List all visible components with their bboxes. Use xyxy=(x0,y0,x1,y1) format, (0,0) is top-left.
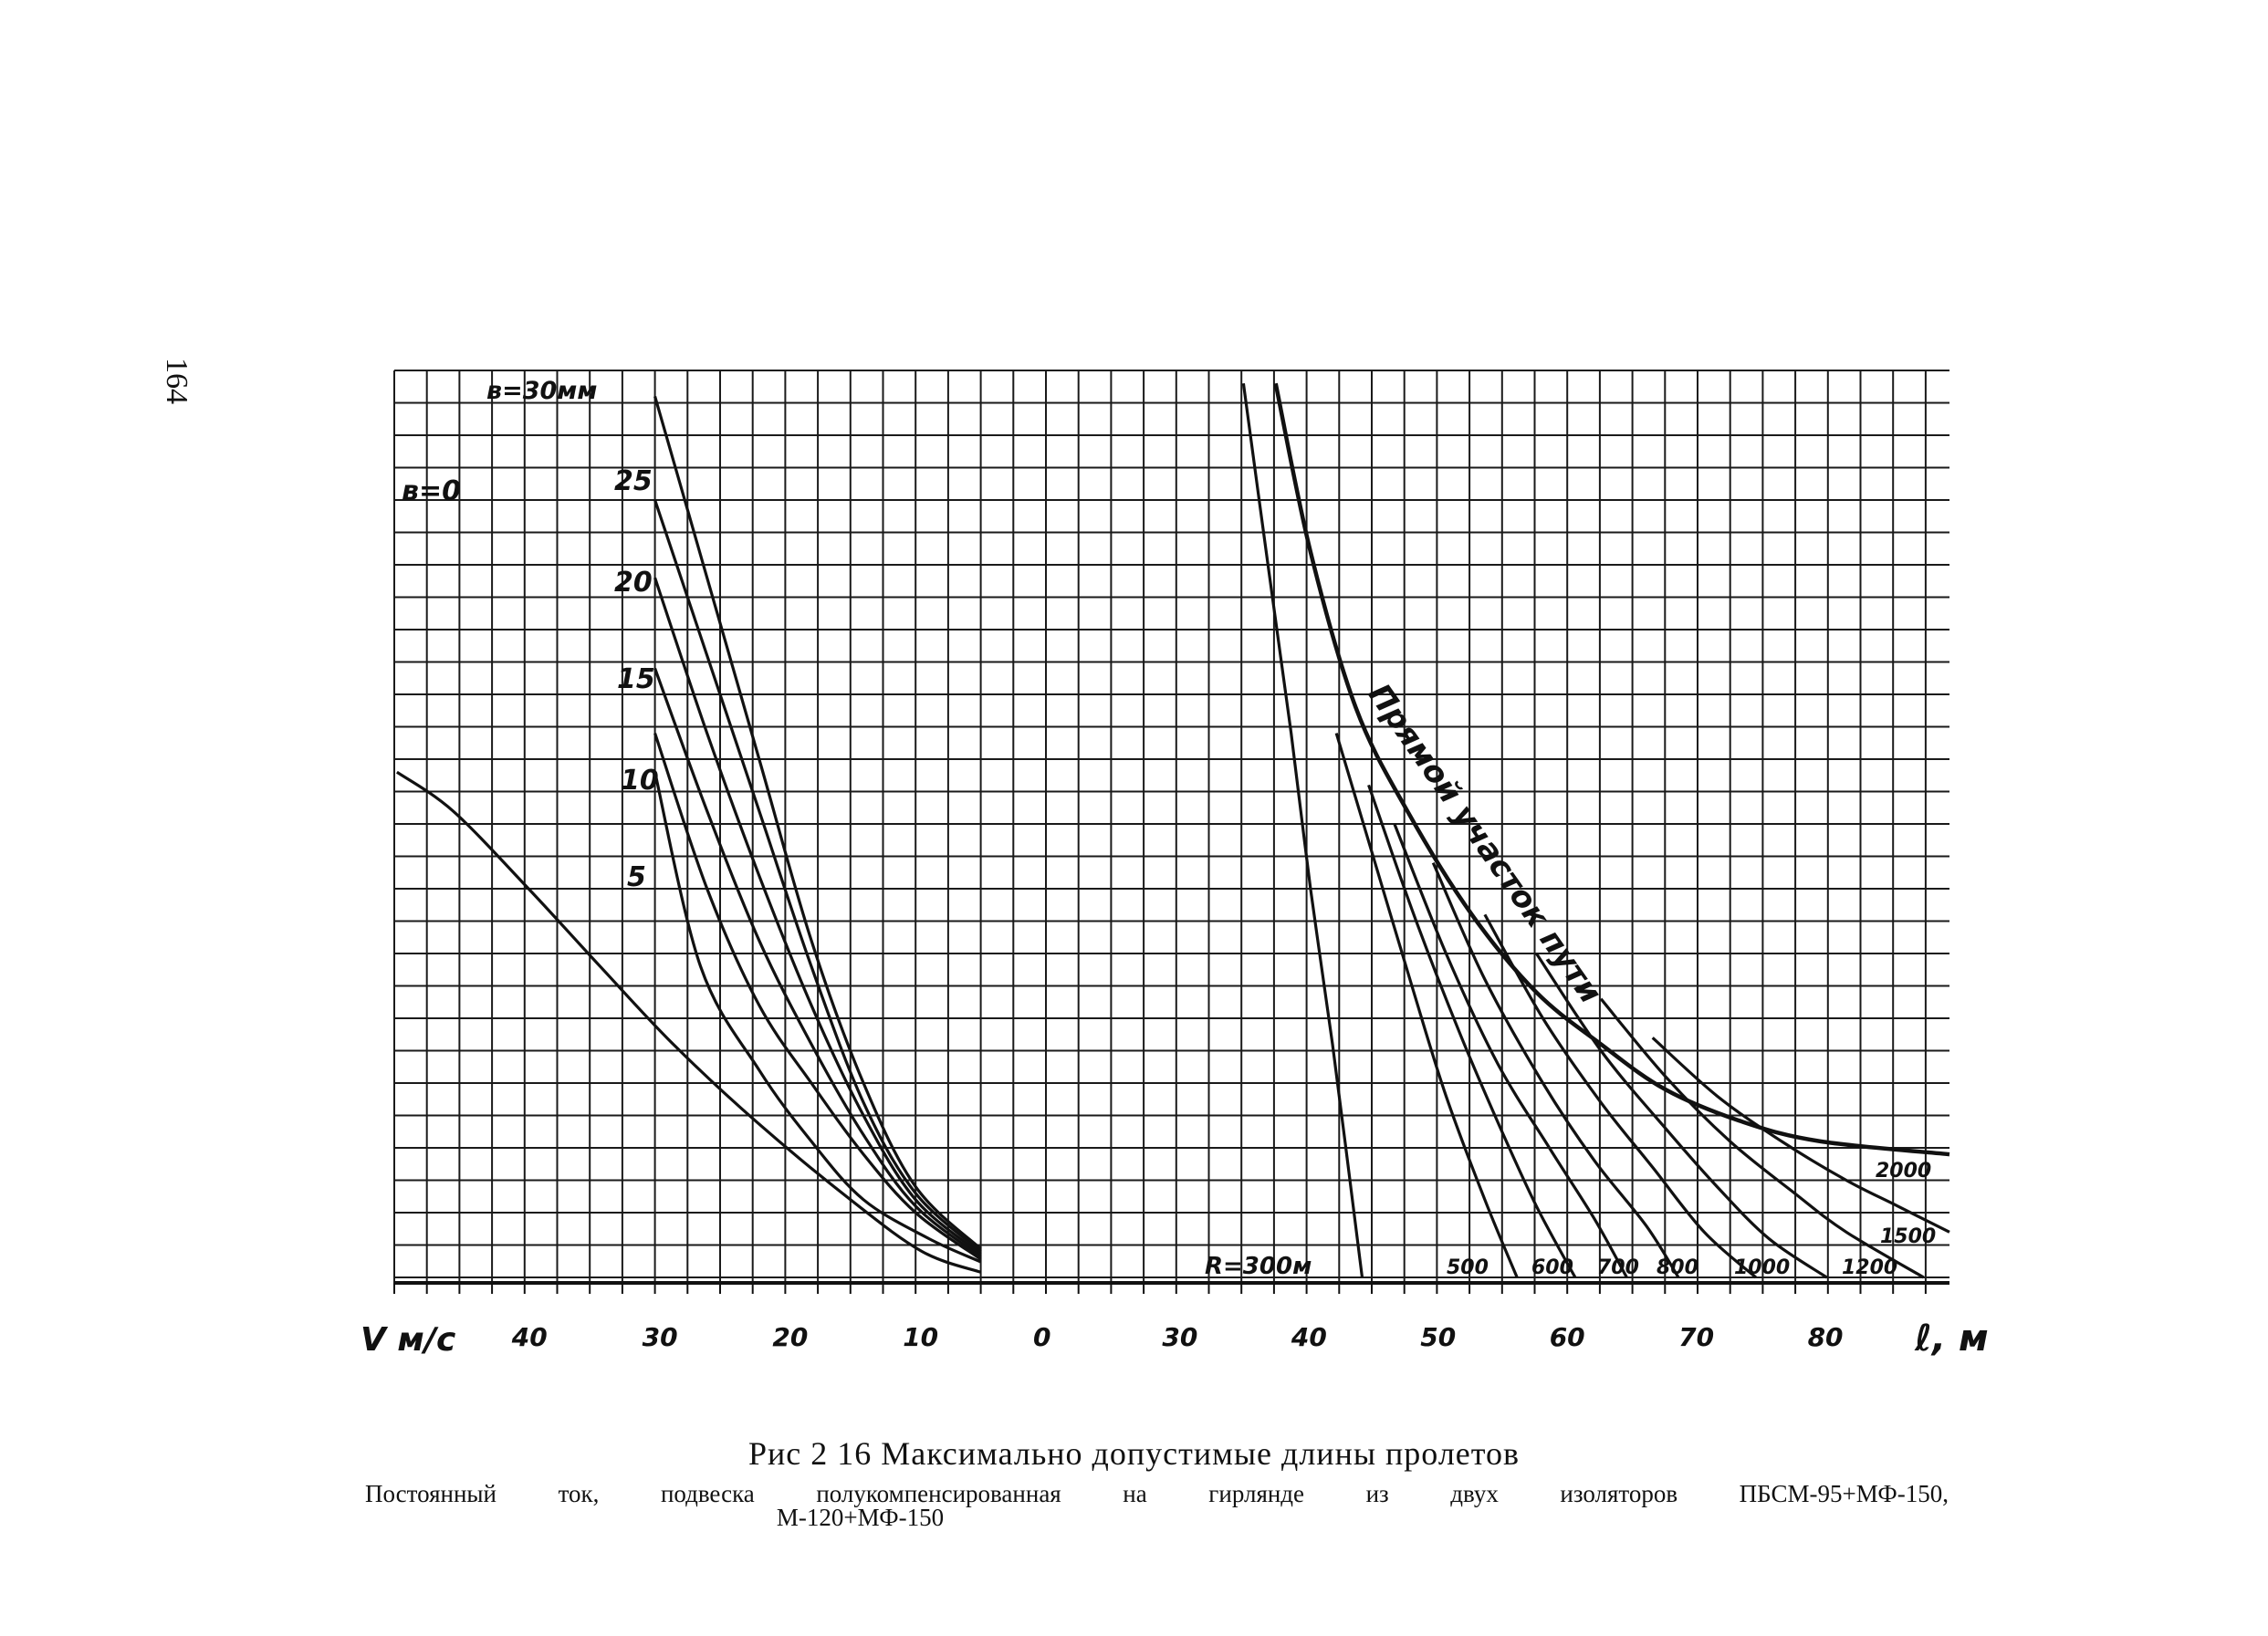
left-x-tick-label: 20 xyxy=(772,1322,808,1352)
right-x-tick-label: 40 xyxy=(1291,1322,1327,1352)
caption-word: гирлянде xyxy=(1208,1480,1305,1507)
wind-curve-25 xyxy=(653,499,982,1253)
right-x-tick-label: 70 xyxy=(1678,1322,1714,1352)
right-x-tick-label: 80 xyxy=(1808,1322,1844,1352)
wind-curve-в=30мм xyxy=(653,395,982,1250)
caption-word: изоляторов xyxy=(1560,1480,1678,1507)
left-x-tick-label: 0 xyxy=(1033,1322,1050,1352)
radius-label: R=300м xyxy=(1205,1253,1312,1280)
radius-label: 700 xyxy=(1597,1256,1639,1279)
right-x-tick-label: 50 xyxy=(1420,1322,1456,1352)
caption-word: полукомпенсированная xyxy=(816,1480,1061,1507)
radius-curve-1000 xyxy=(1483,913,1757,1279)
wind-curve-15 xyxy=(653,668,982,1258)
radius-curve-500 xyxy=(1334,733,1519,1278)
wind-speed-curves xyxy=(395,395,982,1274)
left-x-tick-label: 10 xyxy=(903,1322,938,1352)
radius-curve-1500 xyxy=(1599,997,1925,1279)
param-label: 20 xyxy=(614,567,653,599)
caption-word: на xyxy=(1123,1480,1147,1507)
wind-curve-в=0 xyxy=(395,770,982,1274)
radius-curves xyxy=(1241,382,1950,1279)
right-x-tick-label: 30 xyxy=(1162,1322,1197,1352)
param-label: 10 xyxy=(621,765,659,797)
param-label: 25 xyxy=(614,465,653,497)
wind-curve-10 xyxy=(653,733,982,1261)
right-x-tick-label: 60 xyxy=(1550,1322,1585,1352)
radius-label: 1000 xyxy=(1734,1256,1790,1279)
wind-curve-5 xyxy=(653,771,982,1264)
param-label-top: в=30мм xyxy=(486,377,597,405)
left-x-tick-label: 30 xyxy=(643,1322,678,1352)
radius-label: 2000 xyxy=(1876,1160,1931,1183)
caption-word: из xyxy=(1365,1480,1389,1507)
radius-curve-R=300м xyxy=(1241,382,1364,1278)
param-label: 5 xyxy=(627,861,646,893)
caption-word: Постоянный xyxy=(365,1480,496,1507)
radius-label: 500 xyxy=(1447,1256,1489,1279)
figure-caption-line-2: М-120+МФ-150 xyxy=(776,1504,945,1531)
caption-word: подвеска xyxy=(660,1480,755,1507)
caption-word: ток, xyxy=(558,1480,600,1507)
left-axis-title: V м/с xyxy=(361,1321,455,1359)
left-x-tick-label: 40 xyxy=(511,1322,548,1352)
caption-word: ПБСМ-95+МФ-150, xyxy=(1739,1480,1949,1507)
param-label: 15 xyxy=(617,663,655,695)
wind-curve-20 xyxy=(653,577,982,1256)
radius-curve-600 xyxy=(1367,784,1577,1278)
radius-curve-800 xyxy=(1431,861,1680,1278)
figure-caption-line-1: Постоянный ток, подвеска полукомпенсированн… xyxy=(365,1480,1949,1508)
radius-label: 1500 xyxy=(1880,1225,1936,1248)
right-axis-title: ℓ, м xyxy=(1914,1318,1989,1360)
radius-label: 800 xyxy=(1657,1256,1698,1279)
chart-grid xyxy=(393,370,1949,1294)
radius-label: 600 xyxy=(1531,1256,1573,1279)
caption-word: двух xyxy=(1450,1480,1499,1507)
radius-label: 1200 xyxy=(1842,1256,1897,1279)
param-label-zero: в=0 xyxy=(402,475,461,507)
figure-caption-title: Рис 2 16 Максимально допустимые длины пр… xyxy=(747,1435,1521,1472)
radius-curve-1200 xyxy=(1535,953,1828,1279)
radius-curve-Прямой участок пути xyxy=(1273,382,1950,1157)
radius-curve-2000 xyxy=(1651,1037,1950,1234)
radius-curve-700 xyxy=(1393,823,1628,1278)
